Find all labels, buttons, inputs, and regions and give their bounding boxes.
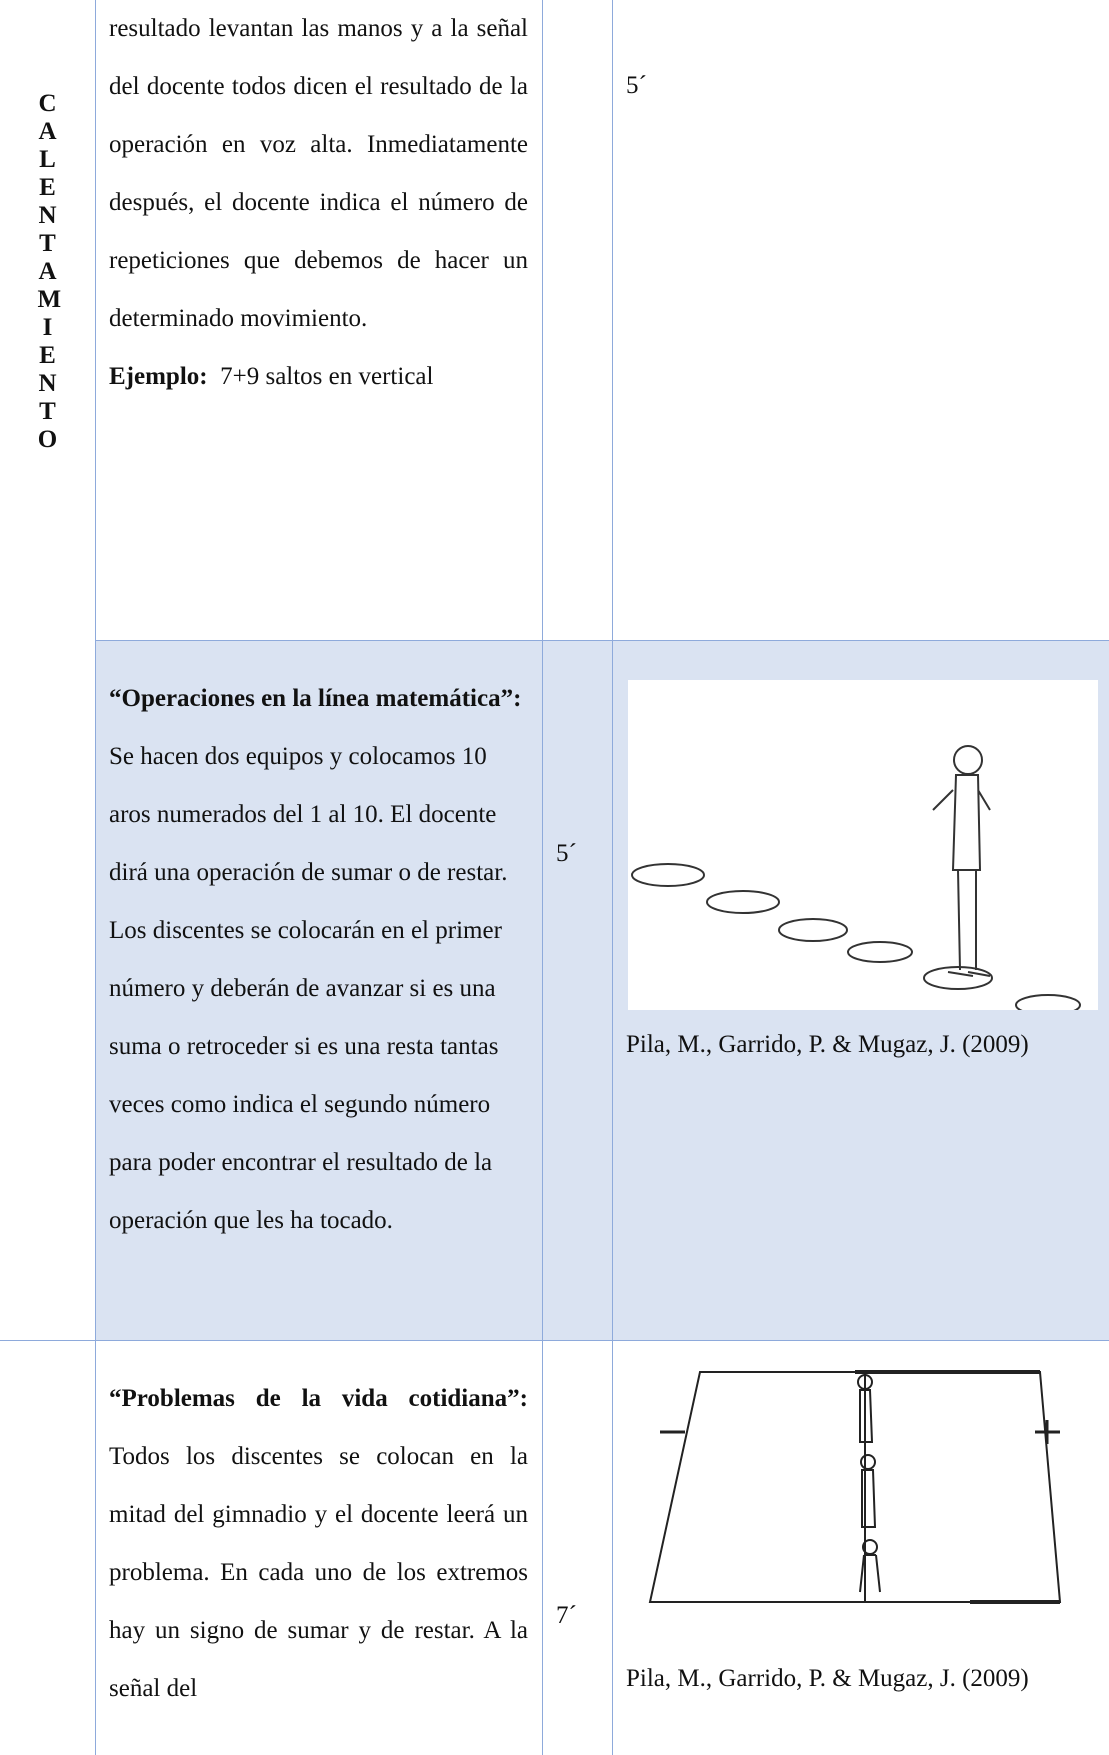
text: “Problemas de la vida cotidiana”: xyxy=(109,1385,528,1412)
row-border xyxy=(0,1340,1109,1341)
description-cell: “Operaciones en la línea matemática”: Se… xyxy=(95,640,542,1340)
description-cell: resultado levantan las manos y a la seña… xyxy=(95,0,542,640)
image-cell: Pila, M., Garrido, P. & Mugaz, J. (2009) xyxy=(612,1340,1109,1755)
text: “Operaciones en la línea matemática”: xyxy=(109,685,522,712)
time: 5´ xyxy=(556,840,577,867)
time: 7´ xyxy=(556,1602,577,1629)
text: Se hacen dos equipos y colocamos 10 aros… xyxy=(109,743,508,1234)
text: CALENTAMIENTO xyxy=(37,90,62,453)
description: “Problemas de la vida cotidiana”: Todos … xyxy=(95,1340,542,1718)
description-cell: “Problemas de la vida cotidiana”: Todos … xyxy=(95,1340,542,1755)
image-caption: Pila, M., Garrido, P. & Mugaz, J. (2009) xyxy=(626,1031,1029,1058)
time-cell: 5´ xyxy=(542,640,612,1340)
description: resultado levantan las manos y a la seña… xyxy=(95,0,542,406)
illustration xyxy=(628,680,1098,1010)
text: Todos los discentes se colocan en la mit… xyxy=(109,1443,528,1702)
image-cell: Pila, M., Garrido, P. & Mugaz, J. (2009) xyxy=(612,640,1109,1340)
illustration xyxy=(648,1370,1062,1604)
image-caption: Pila, M., Garrido, P. & Mugaz, J. (2009) xyxy=(626,1665,1029,1692)
description: “Operaciones en la línea matemática”: Se… xyxy=(95,640,542,1250)
column-border xyxy=(542,0,543,1755)
time-cell: 7´ xyxy=(542,1340,612,1755)
section-label: CALENTAMIENTO xyxy=(0,90,95,454)
column-border xyxy=(95,0,96,1755)
text: resultado levantan las manos y a la seña… xyxy=(109,15,528,332)
row-border xyxy=(95,640,1109,641)
text: 7+9 saltos en vertical xyxy=(220,363,434,390)
time-cell: 5´ xyxy=(612,0,682,640)
column-border xyxy=(612,0,613,1755)
time: 5´ xyxy=(626,72,647,99)
text: Ejemplo: xyxy=(109,363,208,390)
